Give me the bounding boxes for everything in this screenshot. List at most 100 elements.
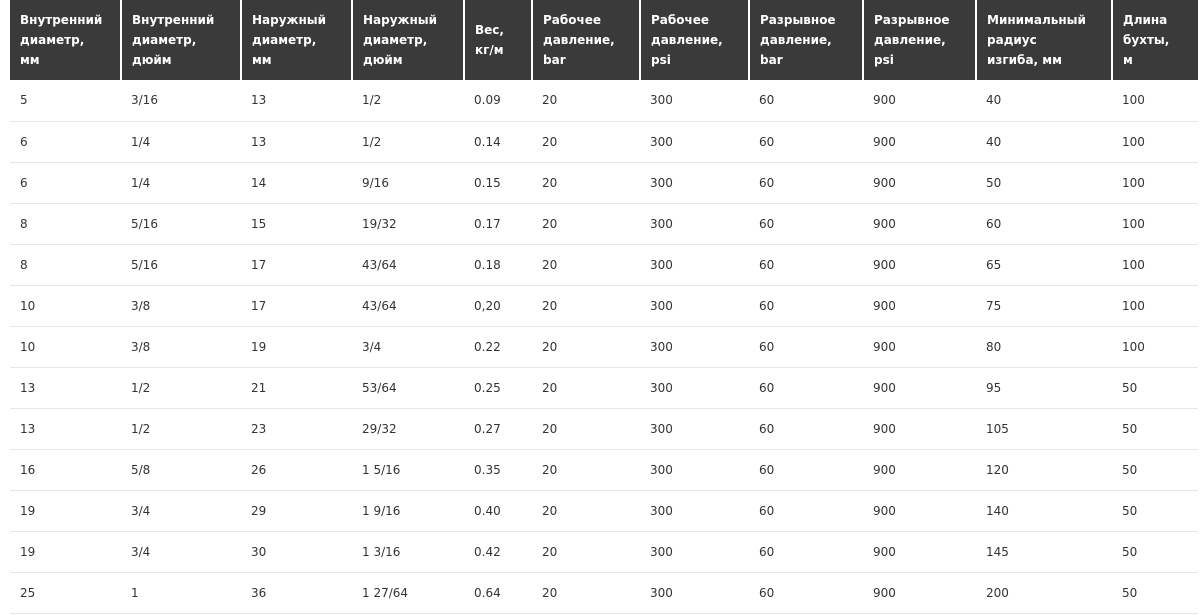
table-row: 19 3/4 29 1 9/16 0.40 20 300 60 900 140 50 [10, 490, 1198, 532]
header-text: psi [651, 53, 671, 67]
table-cell: 900 [863, 367, 976, 409]
table-cell: 20 [532, 367, 640, 409]
table-row: 10 3/8 17 43/64 0,20 20 300 60 900 75 100 [10, 285, 1198, 327]
header-text: Наружный [363, 13, 438, 27]
header-text: дюйм [132, 53, 172, 67]
table-cell: 3/4 [121, 531, 241, 573]
table-cell: 95 [976, 367, 1112, 409]
table-cell: 23 [241, 408, 352, 450]
table-cell: 300 [640, 408, 749, 450]
table-cell: 1/2 [352, 80, 464, 122]
table-cell: 900 [863, 572, 976, 614]
table-cell: 9/16 [352, 162, 464, 204]
table-cell: 900 [863, 244, 976, 286]
table-cell: 19 [10, 490, 121, 532]
header-text: диаметр, [132, 33, 197, 47]
table-cell: 20 [532, 121, 640, 163]
table-cell: 60 [749, 531, 863, 573]
header-row: Внутренний диаметр, мм Внутренний диаметр, дю… [10, 0, 1198, 80]
table-cell: 300 [640, 572, 749, 614]
header-text: диаметр, [363, 33, 428, 47]
table-cell: 17 [241, 244, 352, 286]
table-cell: 1 5/16 [352, 449, 464, 491]
table-cell: 105 [976, 408, 1112, 450]
table-cell: 5/16 [121, 244, 241, 286]
header-cell: Разрывное давление, psi [862, 0, 976, 80]
header-cell: Рабочее давление, psi [639, 0, 749, 80]
table-cell: 53/64 [352, 367, 464, 409]
table-cell: 0.22 [464, 326, 532, 368]
table-cell: 75 [976, 285, 1112, 327]
table-cell: 900 [863, 121, 976, 163]
header-cell: Рабочее давление, bar [531, 0, 640, 80]
table-cell: 300 [640, 203, 749, 245]
table-cell: 21 [241, 367, 352, 409]
table-cell: 0.64 [464, 572, 532, 614]
table-cell: 140 [976, 490, 1112, 532]
table-row: 16 5/8 26 1 5/16 0.35 20 300 60 900 120 50 [10, 449, 1198, 491]
table-cell: 19 [10, 531, 121, 573]
table-cell: 20 [532, 80, 640, 122]
table-cell: 65 [976, 244, 1112, 286]
header-text: давление, [874, 33, 946, 47]
table-cell: 100 [1112, 326, 1198, 368]
header-cell: Наружный диаметр, мм [240, 0, 352, 80]
header-cell: Внутренний диаметр, мм [10, 0, 121, 80]
table-cell: 6 [10, 162, 121, 204]
table-cell: 0.35 [464, 449, 532, 491]
table-cell: 120 [976, 449, 1112, 491]
table-cell: 0.40 [464, 490, 532, 532]
table-cell: 300 [640, 367, 749, 409]
table-cell: 60 [749, 490, 863, 532]
header-text: диаметр, [252, 33, 317, 47]
table-cell: 100 [1112, 121, 1198, 163]
header-text: Внутренний [132, 13, 215, 27]
table-cell: 900 [863, 203, 976, 245]
table-cell: 20 [532, 572, 640, 614]
table-cell: 300 [640, 326, 749, 368]
table-cell: 0.27 [464, 408, 532, 450]
table-cell: 5/8 [121, 449, 241, 491]
table-cell: 1/2 [121, 408, 241, 450]
header-cell: Длина бухты, м [1111, 0, 1198, 80]
spec-table: Внутренний диаметр, мм Внутренний диаметр, дю… [10, 0, 1198, 614]
table-cell: 0.42 [464, 531, 532, 573]
header-text: кг/м [475, 43, 504, 57]
header-cell: Разрывное давление, bar [748, 0, 863, 80]
table-cell: 50 [1112, 408, 1198, 450]
table-cell: 100 [1112, 203, 1198, 245]
header-text: Разрывное [760, 13, 836, 27]
table-cell: 100 [1112, 285, 1198, 327]
table-cell: 0.17 [464, 203, 532, 245]
table-cell: 1/4 [121, 121, 241, 163]
header-text: psi [874, 53, 894, 67]
table-cell: 3/16 [121, 80, 241, 122]
table-cell: 300 [640, 80, 749, 122]
table-cell: 20 [532, 285, 640, 327]
table-cell: 3/4 [121, 490, 241, 532]
table-row: 5 3/16 13 1/2 0.09 20 300 60 900 40 100 [10, 80, 1198, 122]
table-cell: 0.25 [464, 367, 532, 409]
header-text: давление, [543, 33, 615, 47]
table-cell: 900 [863, 285, 976, 327]
table-cell: 60 [749, 449, 863, 491]
table-cell: 40 [976, 121, 1112, 163]
table-cell: 145 [976, 531, 1112, 573]
table-cell: 60 [749, 285, 863, 327]
table-cell: 13 [10, 408, 121, 450]
table-cell: 60 [749, 121, 863, 163]
table-cell: 8 [10, 203, 121, 245]
table-cell: 50 [1112, 367, 1198, 409]
header-cell: Наружный диаметр, дюйм [351, 0, 464, 80]
table-cell: 300 [640, 162, 749, 204]
table-row: 8 5/16 17 43/64 0.18 20 300 60 900 65 100 [10, 244, 1198, 286]
header-text: Рабочее [543, 13, 602, 27]
table-cell: 43/64 [352, 285, 464, 327]
table-cell: 13 [241, 80, 352, 122]
table-body: 5 3/16 13 1/2 0.09 20 300 60 900 40 100 6 1/4 13 1/2 0.… [10, 80, 1198, 614]
table-cell: 40 [976, 80, 1112, 122]
table-row: 8 5/16 15 19/32 0.17 20 300 60 900 60 100 [10, 203, 1198, 245]
table-cell: 80 [976, 326, 1112, 368]
table-cell: 1 27/64 [352, 572, 464, 614]
header-text: Внутренний [20, 13, 103, 27]
